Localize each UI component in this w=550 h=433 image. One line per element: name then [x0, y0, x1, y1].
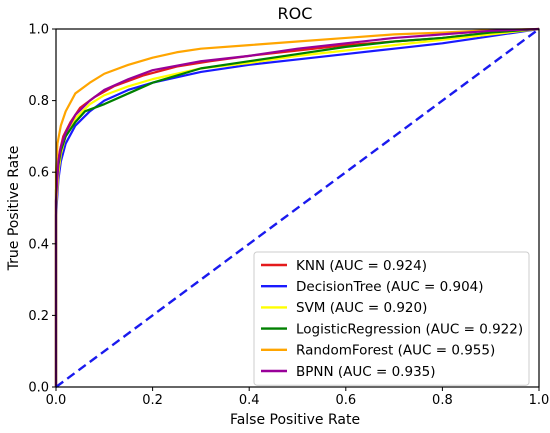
legend-label-decisiontree: DecisionTree (AUC = 0.904): [296, 279, 484, 295]
series-line-bpnn: [54, 27, 540, 387]
axis-ticks: 0.0 0.2 0.4 0.6 0.8 1.0 0.0 0.2 0.4 0.6 0.8 1.0: [28, 23, 549, 409]
x-tick-label: 1.0: [529, 393, 550, 408]
legend-label-knn: KNN (AUC = 0.924): [296, 258, 427, 274]
y-axis-label: True Positive Rate: [6, 146, 22, 272]
plot-area: [54, 27, 540, 388]
y-tick-label: 0.0: [28, 381, 49, 396]
x-tick-label: 0.6: [335, 393, 356, 408]
y-tick-label: 0.4: [28, 237, 49, 252]
chart-title: ROC: [278, 4, 313, 23]
y-tick-label: 1.0: [28, 23, 49, 38]
legend-box: [253, 251, 530, 386]
legend: KNN (AUC = 0.924) DecisionTree (AUC = 0.9…: [253, 251, 530, 386]
x-tick-label: 0.8: [432, 393, 453, 408]
y-tick-label: 0.6: [28, 166, 49, 181]
axes-frame: [55, 28, 540, 388]
legend-label-logisticregression: LogisticRegression (AUC = 0.922): [296, 321, 523, 337]
diagonal-reference-line: [55, 28, 540, 388]
y-tick-label: 0.8: [28, 94, 49, 109]
series-line-randomforest: [54, 27, 540, 387]
legend-label-svm: SVM (AUC = 0.920): [296, 300, 427, 316]
legend-label-bpnn: BPNN (AUC = 0.935): [296, 364, 436, 380]
legend-label-randomforest: RandomForest (AUC = 0.955): [296, 343, 495, 359]
x-tick-label: 0.4: [239, 393, 260, 408]
x-tick-label: 0.0: [46, 393, 67, 408]
y-tick-label: 0.2: [28, 309, 49, 324]
x-axis-label: False Positive Rate: [230, 412, 360, 428]
x-tick-label: 0.2: [142, 393, 163, 408]
